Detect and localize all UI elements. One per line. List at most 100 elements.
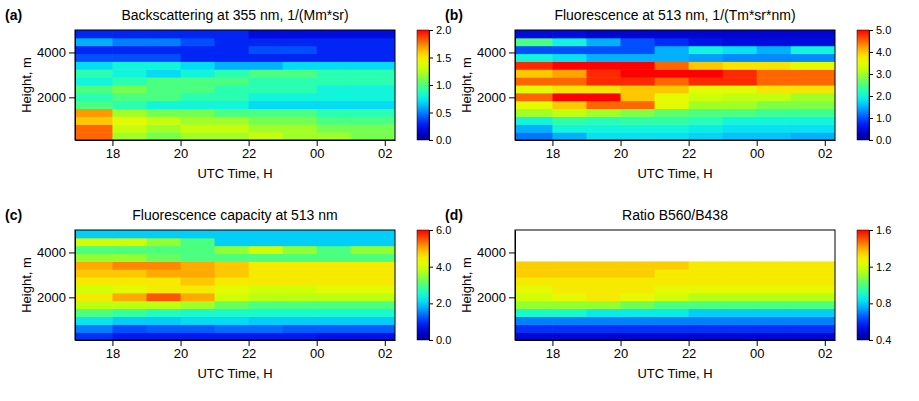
heatmap-cell [146, 85, 181, 93]
y-tick-label: 4000 [37, 45, 66, 60]
heatmap-cell [757, 301, 792, 309]
heatmap-cell [723, 132, 758, 140]
heatmap-cell [317, 254, 352, 262]
heatmap-cell [586, 116, 621, 124]
x-tick [689, 340, 690, 346]
heatmap-cell [181, 277, 216, 285]
heatmap-cell [283, 246, 318, 254]
heatmap-cell [757, 116, 792, 124]
heatmap-cell [181, 77, 216, 85]
heatmap-cell [791, 269, 835, 277]
heatmap-cell [351, 69, 395, 77]
heatmap-cell [723, 324, 758, 332]
axis: 20004000 [37, 231, 75, 341]
heatmap-cell [552, 277, 587, 285]
x-tick [385, 140, 386, 146]
heatmap-cell [552, 124, 587, 132]
axis: 0.02.04.06.0 [429, 224, 451, 346]
heatmap-cell [181, 324, 216, 332]
heatmap-cell [351, 85, 395, 93]
heatmap-cell [791, 132, 835, 140]
heatmap-cell [283, 54, 318, 62]
heatmap-cell [586, 332, 621, 340]
heatmap-cell [317, 54, 352, 62]
heatmap-cell [655, 30, 690, 38]
heatmap-cell [75, 254, 113, 262]
heatmap-cell [215, 61, 250, 69]
heatmap-cell [317, 309, 352, 317]
tick: 00 [750, 340, 764, 361]
heatmap-cell [351, 46, 395, 54]
heatmap-cell [283, 38, 318, 46]
tick: 2.0 [429, 297, 451, 309]
x-tick [317, 340, 318, 346]
colorbar-tick [429, 140, 433, 141]
heatmap-cell [621, 85, 656, 93]
colorbar-tick-label: 1.6 [876, 224, 891, 236]
heatmap-cell [757, 277, 792, 285]
panel: 182022000220004000UTC Time, HHeight, m(d… [445, 207, 891, 381]
heatmap-cell [146, 132, 181, 140]
cells [75, 230, 395, 340]
heatmap-cell [757, 101, 792, 109]
heatmap-cell [586, 132, 621, 140]
heatmap-cell [351, 132, 395, 140]
heatmap-cell [112, 332, 147, 340]
heatmap-cell [757, 77, 792, 85]
cells [75, 30, 395, 140]
heatmap-cell [181, 269, 216, 277]
y-tick [509, 297, 515, 298]
heatmap-cell [655, 324, 690, 332]
heatmap-cell [757, 269, 792, 277]
heatmap-cell [757, 61, 792, 69]
heatmap-cell [146, 261, 181, 269]
y-axis-title: Height, m [19, 57, 34, 113]
x-tick [112, 140, 113, 146]
heatmap-cell [181, 38, 216, 46]
heatmap-cell [586, 316, 621, 324]
heatmap-cell [249, 316, 284, 324]
axis-line [516, 340, 836, 341]
heatmap-cell [791, 38, 835, 46]
heatmap-cell [723, 269, 758, 277]
heatmap-cell [723, 285, 758, 293]
heatmap-cell [515, 309, 553, 317]
x-tick [621, 140, 622, 146]
heatmap-cell [317, 93, 352, 101]
heatmap-cell [515, 285, 553, 293]
heatmap-cell [146, 238, 181, 246]
heatmap-cell [249, 77, 284, 85]
tick: 02 [378, 140, 392, 161]
tick: 0.0 [869, 134, 891, 146]
heatmap-cell [552, 77, 587, 85]
panel: 182022000220004000UTC Time, HHeight, m(b… [445, 7, 891, 181]
heatmap-cell [655, 132, 690, 140]
heatmap-cell [249, 101, 284, 109]
heatmap-cell [689, 277, 724, 285]
heatmap-cell [689, 132, 724, 140]
heatmap-cell [215, 46, 250, 54]
heatmap-cell [75, 261, 113, 269]
heatmap-cell [655, 332, 690, 340]
plot-frame [75, 30, 395, 140]
x-tick [621, 340, 622, 346]
heatmap-cell [791, 316, 835, 324]
heatmap-cell [75, 132, 113, 140]
heatmap-cell [515, 301, 553, 309]
heatmap-cell [723, 316, 758, 324]
heatmap-cell [552, 293, 587, 301]
heatmap-cell [515, 293, 553, 301]
heatmap-cell [215, 246, 250, 254]
heatmap-cell [351, 30, 395, 38]
heatmap-cell [215, 285, 250, 293]
heatmap-cell [515, 85, 553, 93]
heatmap-cell [317, 230, 352, 238]
heatmap-cell [146, 69, 181, 77]
heatmap-cell [723, 85, 758, 93]
heatmap-cell [283, 109, 318, 117]
axis-line [430, 31, 434, 141]
heatmap-cell [655, 93, 690, 101]
heatmap-cell [515, 69, 553, 77]
heatmap-cell [215, 277, 250, 285]
heatmap-cell [75, 101, 113, 109]
